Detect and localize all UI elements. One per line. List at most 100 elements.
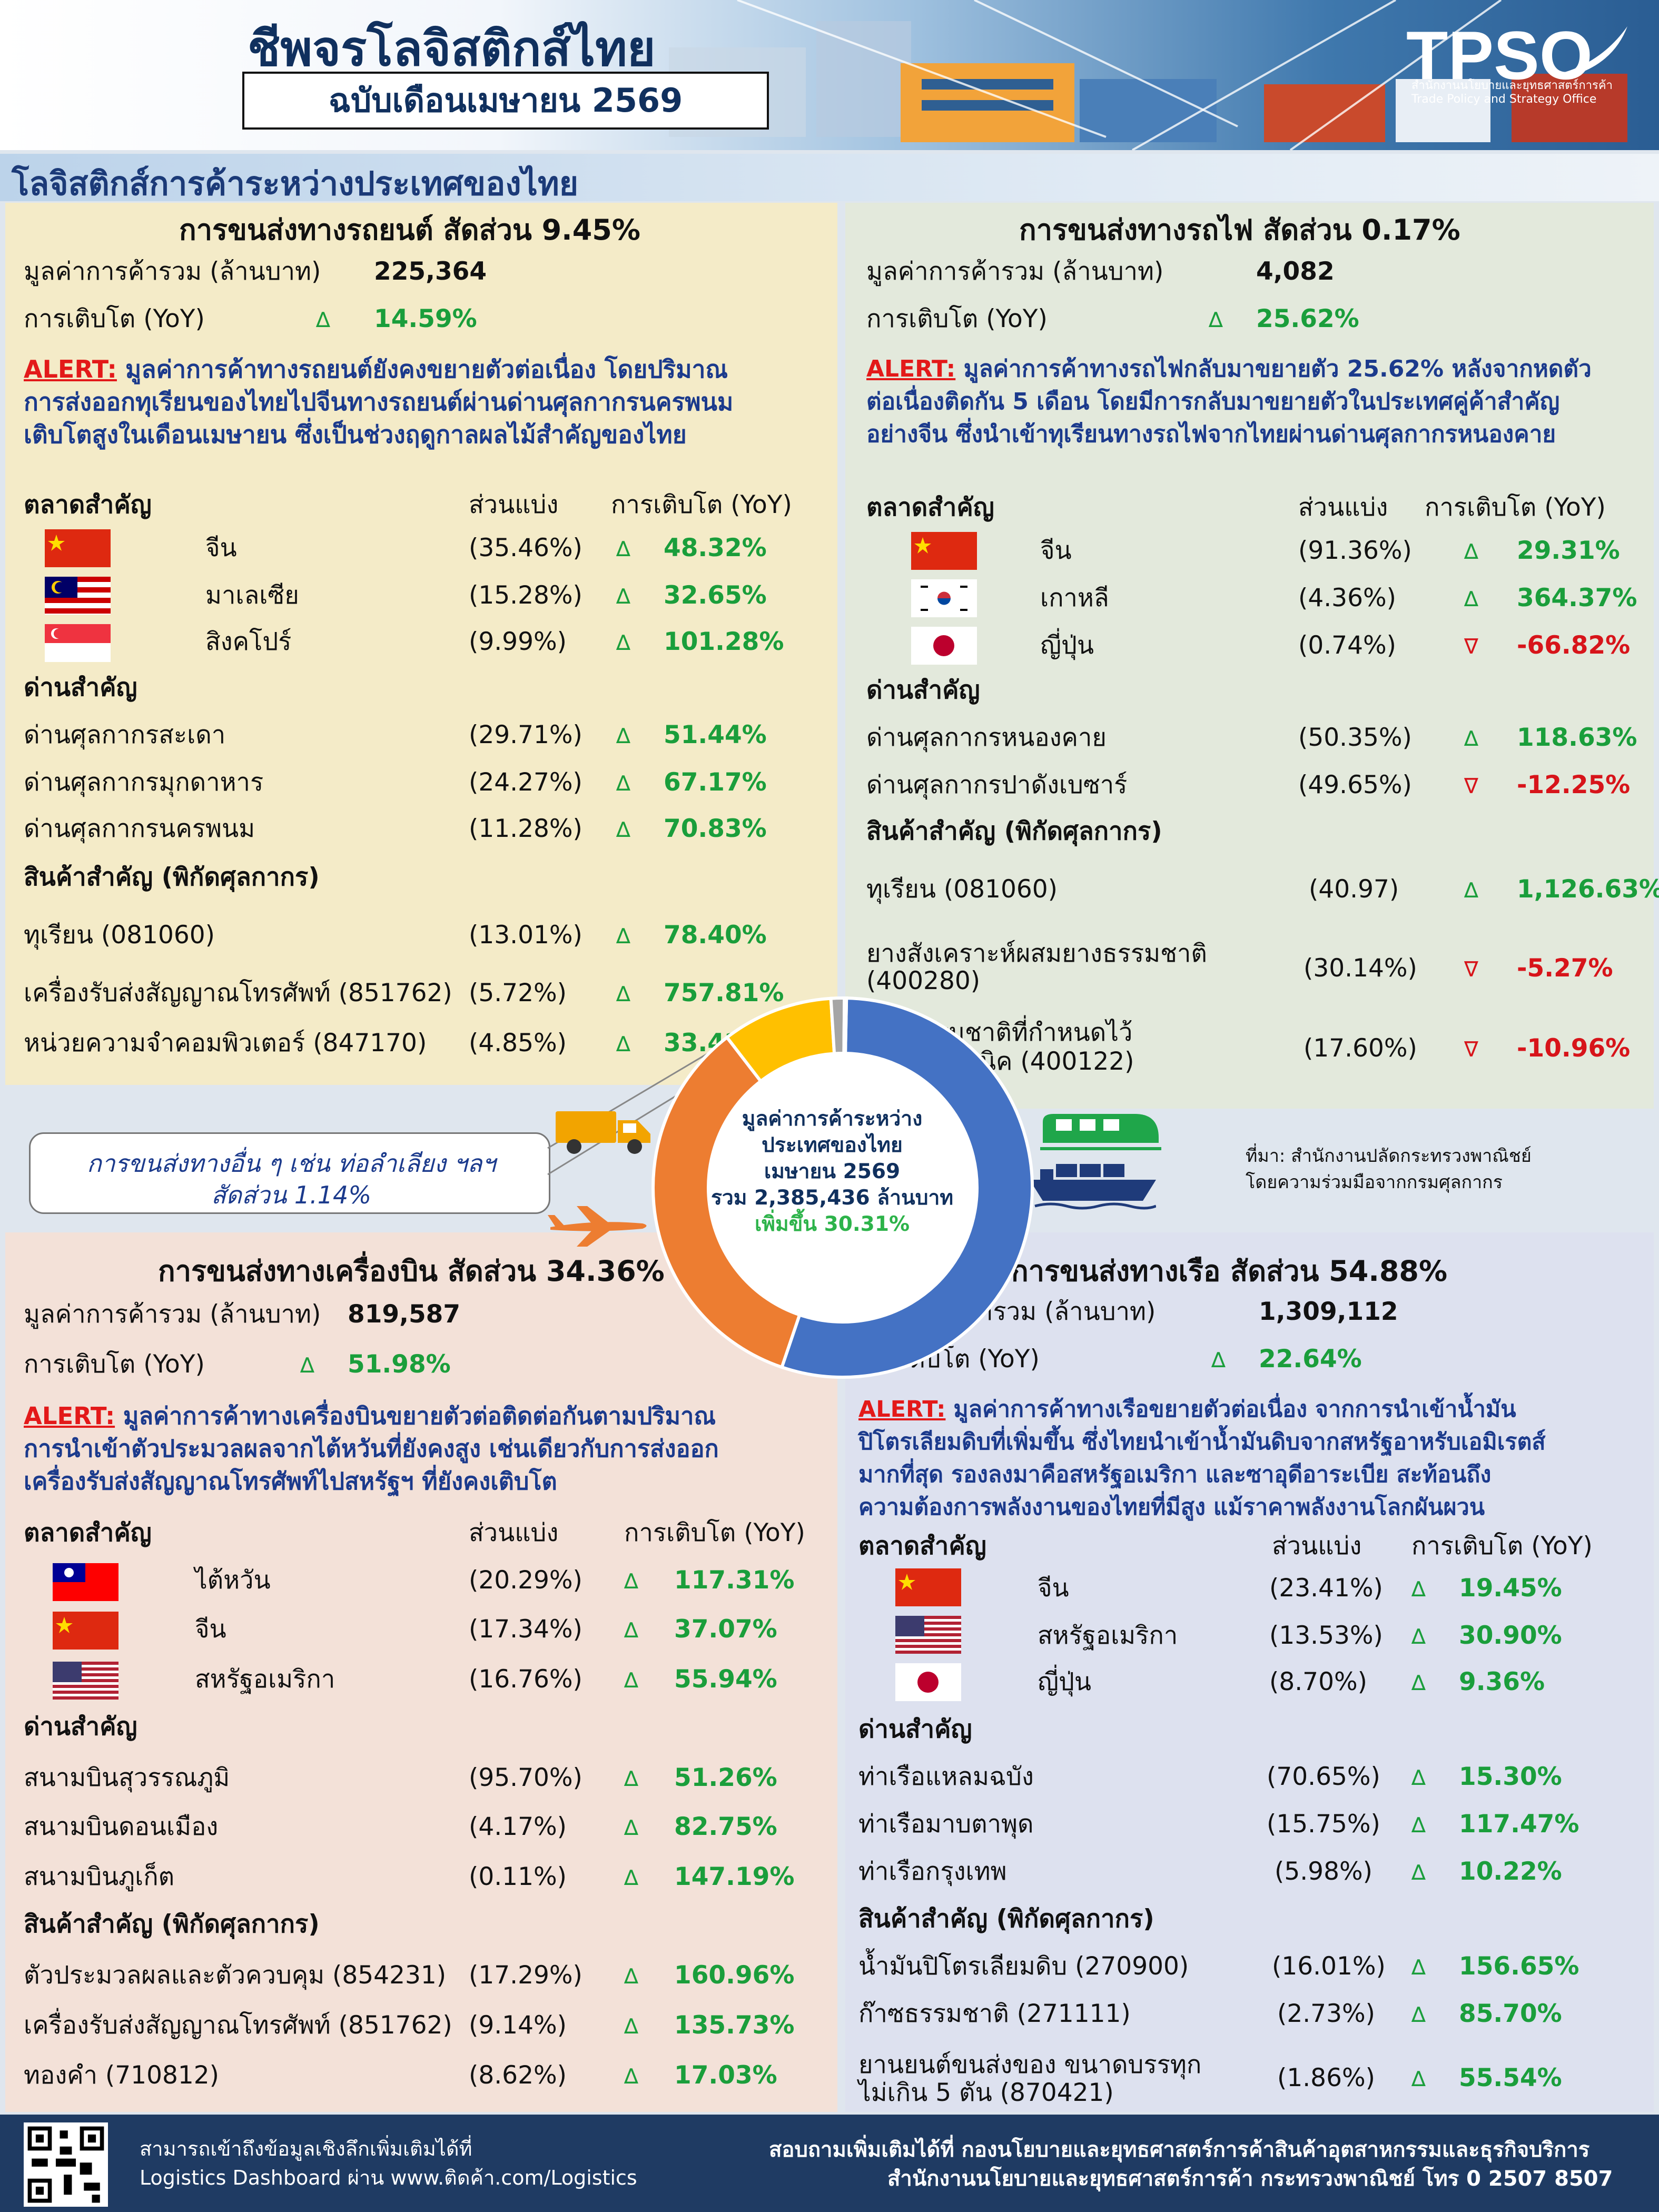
air-checkpoint-name: สนามบินดอนเมือง: [24, 1812, 219, 1841]
sea-market-growth: 19.45%: [1459, 1574, 1562, 1603]
logo-caption: สำนักงานนโยบายและยุทธศาสตร์การค้า Trade …: [1411, 79, 1643, 106]
air-market-name: สหรัฐอเมริกา: [195, 1665, 335, 1694]
alert-label: ALERT:: [24, 355, 117, 383]
air-alert-line: เครื่องรับส่งสัญญาณโทรศัพท์ไปสหรัฐฯ ที่ย…: [24, 1467, 557, 1495]
road-product-growth: 78.40%: [664, 921, 767, 950]
air-checkpoint-name: สนามบินภูเก็ต: [24, 1862, 175, 1891]
sea-checkpoint-growth: 10.22%: [1459, 1857, 1562, 1886]
rail-value-label: มูลค่าการค้ารวม (ล้านบาท): [866, 257, 1164, 286]
header-banner: ชีพจรโลจิสติกส์ไทย ฉบับเดือนเมษายน 2569 …: [0, 0, 1659, 150]
alert-label: ALERT:: [858, 1396, 946, 1423]
air-alert-line: มูลค่าการค้าทางเครื่องบินขยายตัวต่อติดต่…: [123, 1402, 716, 1430]
rail-checkpoint-growth: 118.63%: [1517, 723, 1637, 752]
rail-market-name: ญี่ปุ่น: [1040, 631, 1094, 660]
road-checkpoint-name: ด่านศุลกากรนครพนม: [24, 814, 255, 843]
up-triangle-icon: ∆: [1211, 1348, 1226, 1372]
sea-market-share: (23.41%): [1269, 1574, 1383, 1603]
page-title: ชีพจรโลจิสติกส์ไทย: [248, 21, 656, 77]
road-market-growth: 32.65%: [664, 581, 767, 610]
air-product-growth: 135.73%: [674, 2011, 795, 2040]
up-triangle-icon: ∆: [624, 1767, 638, 1791]
rail-checkpoint-name: ด่านศุลกากรหนองคาย: [866, 723, 1107, 752]
alert-label: ALERT:: [866, 355, 956, 382]
sea-market-share: (8.70%): [1269, 1667, 1367, 1696]
air-product-growth: 160.96%: [674, 1961, 795, 1990]
footer-contact-line: สอบถามเพิ่มเติมได้ที่ กองนโยบายและยุทธศา…: [769, 2138, 1590, 2162]
air-checkpoint-growth: 147.19%: [674, 1862, 795, 1891]
sea-growth: 22.64%: [1259, 1345, 1362, 1374]
up-triangle-icon: ∆: [616, 924, 630, 949]
tpso-logo-icon: TPSO: [1406, 17, 1627, 94]
up-triangle-icon: ∆: [1411, 1956, 1426, 1980]
up-triangle-icon: ∆: [1411, 1625, 1426, 1649]
rail-product-growth: -10.96%: [1517, 1034, 1631, 1063]
up-triangle-icon: ∆: [1464, 540, 1478, 564]
down-triangle-icon: ∇: [1464, 635, 1478, 659]
usa-flag-icon: [895, 1616, 961, 1654]
sea-product-growth: 85.70%: [1459, 1999, 1562, 2028]
rail-share-header: ส่วนแบ่ง: [1298, 493, 1388, 522]
road-product-share: (5.72%): [469, 979, 567, 1008]
rail-products-header: สินค้าสำคัญ (พิกัดศุลกากร): [866, 817, 1162, 846]
road-checkpoint-share: (11.28%): [469, 814, 582, 843]
sea-market-growth: 9.36%: [1459, 1667, 1545, 1696]
rail-product-name-cont: (400280): [866, 966, 981, 995]
center-growth: เพิ่มขึ้น 30.31%: [754, 1212, 910, 1236]
sea-checkpoint-name: ท่าเรือมาบตาพุด: [858, 1810, 1034, 1839]
air-market-share: (16.76%): [469, 1665, 582, 1694]
rail-market-share: (4.36%): [1298, 584, 1396, 613]
air-checkpoint-share: (0.11%): [469, 1862, 567, 1891]
air-market-share: (17.34%): [469, 1615, 582, 1644]
rail-product-share: (30.14%): [1303, 954, 1417, 983]
road-market-growth: 48.32%: [664, 534, 767, 562]
other-transport-note: การขนส่งทางอื่น ๆ เช่น ท่อลำเลียง ฯลฯ สั…: [29, 1132, 550, 1214]
air-title: การขนส่งทางเครื่องบิน สัดส่วน 34.36%: [158, 1255, 665, 1288]
road-alert: ALERT: มูลค่าการค้าทางรถยนต์ยังคงขยายตัว…: [24, 353, 835, 451]
road-market-share: (15.28%): [469, 581, 582, 610]
road-market-share: (9.99%): [469, 627, 567, 656]
air-product-share: (8.62%): [469, 2061, 567, 2090]
up-triangle-icon: ∆: [1464, 878, 1478, 903]
road-market-name: มาเลเซีย: [205, 581, 299, 610]
rail-market-share: (0.74%): [1298, 631, 1396, 660]
malaysia-flag-icon: [45, 577, 111, 615]
air-market-share: (20.29%): [469, 1566, 582, 1595]
road-market-name: จีน: [205, 534, 237, 562]
footer-dashboard-link[interactable]: Logistics Dashboard ผ่าน www.ติดค้า.com/…: [140, 2166, 637, 2189]
rail-alert: ALERT: มูลค่าการค้าทางรถไฟกลับมาขยายตัว …: [866, 353, 1651, 451]
qr-code-icon[interactable]: [24, 2122, 108, 2207]
rail-product-share: (40.97): [1309, 875, 1399, 904]
sea-checkpoint-share: (70.65%): [1267, 1762, 1380, 1791]
air-markets-header: ตลาดสำคัญ: [24, 1518, 152, 1547]
rail-market-growth: 364.37%: [1517, 584, 1637, 613]
road-growth-label: การเติบโต (YoY): [24, 304, 205, 333]
donut-center-label: มูลค่าการค้าระหว่าง ประเทศของไทย เมษายน …: [700, 1106, 964, 1238]
sea-checkpoint-name: ท่าเรือแหลมฉบัง: [858, 1762, 1034, 1791]
china-flag-icon: [45, 529, 111, 567]
road-title: การขนส่งทางรถยนต์ สัดส่วน 9.45%: [179, 213, 640, 246]
up-triangle-icon: ∆: [1411, 2003, 1426, 2027]
rail-market-growth: -66.82%: [1517, 631, 1631, 660]
footer-left-line: สามารถเข้าถึงข้อมูลเชิงลึกเพิ่มเติมได้ที…: [140, 2137, 472, 2160]
road-checkpoint-growth: 70.83%: [664, 814, 767, 843]
road-product-name: ทุเรียน (081060): [24, 921, 215, 950]
donut-slice: [842, 996, 848, 1055]
road-checkpoints-header: ด่านสำคัญ: [24, 673, 137, 702]
source-note: ที่มา: สำนักงานปลัดกระทรวงพาณิชย์ โดยควา…: [1246, 1143, 1532, 1196]
air-checkpoint-name: สนามบินสุวรรณภูมิ: [24, 1763, 230, 1792]
road-alert-line: เติบโตสูงในเดือนเมษายน ซึ่งเป็นช่วงฤดูกา…: [24, 420, 687, 449]
up-triangle-icon: ∆: [616, 1032, 630, 1056]
taiwan-flag-icon: [53, 1563, 118, 1601]
logistics-banner-illustration: [669, 0, 1627, 150]
sea-checkpoint-share: (15.75%): [1267, 1810, 1380, 1839]
air-market-name: ไต้หวัน: [195, 1566, 271, 1595]
air-product-growth: 17.03%: [674, 2061, 777, 2090]
truck-icon: [556, 1111, 650, 1154]
air-value-label: มูลค่าการค้ารวม (ล้านบาท): [24, 1300, 321, 1329]
usa-flag-icon: [53, 1662, 118, 1700]
sea-product-share: (2.73%): [1277, 1999, 1375, 2028]
down-triangle-icon: ∇: [1464, 1038, 1478, 1062]
china-flag-icon: [895, 1568, 961, 1606]
rail-alert-line: อย่างจีน ซึ่งนำเข้าทุเรียนทางรถไฟจากไทยผ…: [866, 421, 1556, 448]
up-triangle-icon: ∆: [624, 1816, 638, 1840]
